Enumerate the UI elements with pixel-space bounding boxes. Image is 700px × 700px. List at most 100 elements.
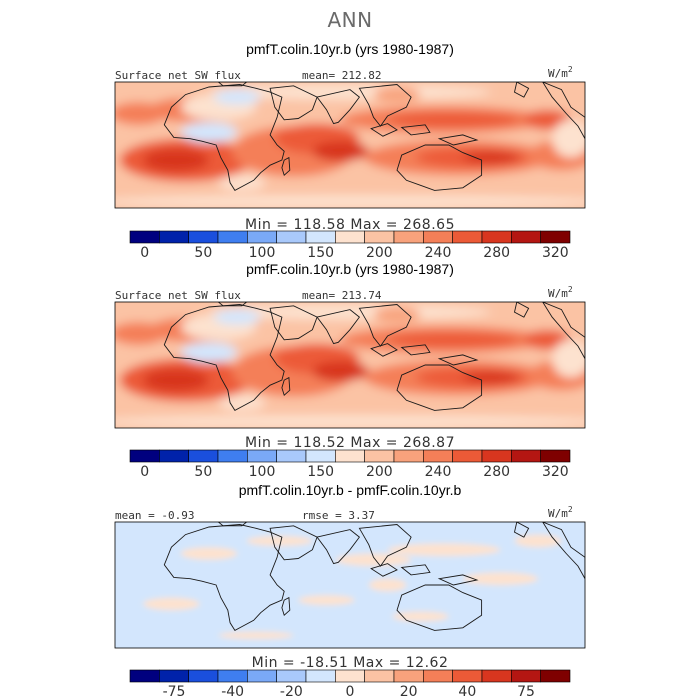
colorbar-swatch	[276, 669, 307, 683]
colorbar-tick-label: 280	[483, 464, 510, 480]
colorbar-swatch	[188, 230, 219, 244]
coastline	[400, 564, 431, 576]
field-region	[552, 339, 585, 378]
coastline	[542, 82, 585, 140]
colorbar-tick-label: 320	[542, 245, 569, 261]
colorbar-swatch	[247, 449, 277, 463]
colorbar-swatch	[247, 230, 277, 244]
coastline	[437, 354, 479, 366]
colorbar-swatch	[423, 669, 453, 683]
colorbar-swatch	[335, 230, 365, 244]
panel-title: pmfT.colin.10yr.b - pmfF.colin.10yr.b	[239, 482, 462, 498]
colorbar-swatch	[305, 230, 336, 244]
panel-title: pmfT.colin.10yr.b (yrs 1980-1987)	[246, 41, 454, 57]
colorbar-swatch	[511, 449, 541, 463]
colorbar-swatch	[188, 669, 219, 683]
field-region	[180, 122, 238, 143]
colorbar-swatch	[129, 230, 160, 244]
field-region	[213, 89, 261, 105]
field-region	[143, 597, 200, 611]
units-label: W/m2	[548, 505, 573, 520]
field-region	[462, 572, 538, 585]
coastlines	[163, 302, 585, 411]
coastline	[358, 524, 412, 567]
colorbar-tick-label: 150	[307, 245, 334, 261]
map-frame	[114, 81, 586, 209]
colorbar-tick-label: 40	[458, 684, 476, 700]
field-region	[218, 631, 294, 640]
coastline	[316, 309, 361, 345]
colorbar-swatch	[481, 669, 512, 683]
colorbar-swatch	[217, 449, 248, 463]
colorbar-swatch	[540, 669, 571, 683]
stat-left: Surface net SW flux	[115, 289, 241, 302]
coastlines	[163, 522, 585, 631]
field-region	[552, 119, 585, 158]
colorbar-tick-label: -20	[280, 684, 303, 700]
field-region	[514, 534, 562, 548]
colorbar-swatch	[335, 449, 365, 463]
field-region	[115, 195, 585, 208]
field-region	[218, 175, 266, 191]
coastline	[437, 574, 479, 586]
colorbar-tick-label: 200	[366, 245, 393, 261]
colorbar-swatch	[159, 230, 189, 244]
colorbar-swatch	[305, 669, 336, 683]
field-contours	[115, 522, 585, 648]
field-region	[462, 371, 520, 384]
colorbar-swatch	[511, 230, 541, 244]
colorbar-swatch	[452, 449, 483, 463]
coastline	[217, 302, 248, 307]
coastline	[217, 522, 248, 527]
colorbar-tick-label: 0	[140, 245, 149, 261]
field-region	[115, 415, 585, 428]
colorbar-swatch	[217, 669, 248, 683]
colorbar-tick-label: -75	[163, 684, 186, 700]
map-frame	[114, 521, 586, 649]
colorbar-swatch	[364, 449, 395, 463]
coastline	[281, 596, 291, 617]
field-region	[373, 87, 421, 103]
coastline	[400, 344, 431, 356]
field-region	[180, 342, 238, 363]
coastline	[281, 156, 291, 177]
colorbar-swatch	[305, 449, 336, 463]
colorbar-swatch	[393, 449, 424, 463]
stat-left: Surface net SW flux	[115, 69, 241, 82]
coastline	[513, 82, 530, 98]
colorbar-swatch	[481, 230, 512, 244]
colorbar: 0 50 100 150 200 240 280 320	[129, 449, 571, 480]
colorbar-swatch	[217, 230, 248, 244]
panel-1: pmfT.colin.10yr.b (yrs 1980-1987) Surface…	[114, 41, 586, 261]
colorbar-swatch	[393, 669, 424, 683]
colorbar-swatch	[276, 230, 307, 244]
panel-3: pmfT.colin.10yr.b - pmfF.colin.10yr.b mea…	[114, 482, 586, 700]
field-region	[115, 102, 167, 125]
colorbar-tick-label: 320	[542, 464, 569, 480]
field-region	[246, 535, 313, 546]
colorbar-swatch	[159, 449, 189, 463]
panel-2: pmfF.colin.10yr.b (yrs 1980-1987) Surface…	[114, 261, 586, 480]
colorbar-tick-label: 0	[140, 464, 149, 480]
field-region	[373, 307, 421, 323]
field-region	[462, 151, 520, 164]
stat-left: mean = -0.93	[115, 509, 194, 522]
colorbar-swatch	[481, 449, 512, 463]
colorbar: -75 -40 -20 0 20 40 75	[129, 669, 571, 700]
field-region	[368, 578, 407, 592]
coastline	[358, 304, 412, 347]
field-region	[387, 332, 520, 348]
map-field	[115, 82, 585, 208]
colorbar-swatch	[511, 669, 541, 683]
min-max-label: Min = 118.52 Max = 268.87	[245, 435, 455, 451]
coastline	[163, 524, 285, 631]
colorbar-tick-label: 100	[249, 245, 276, 261]
colorbar-tick-label: -40	[221, 684, 244, 700]
field-region	[312, 361, 369, 382]
coastline	[163, 84, 285, 191]
coastline	[269, 525, 318, 561]
colorbar-swatch	[129, 669, 160, 683]
colorbar-swatch	[393, 230, 424, 244]
field-region	[312, 141, 369, 162]
colorbar-swatch	[364, 669, 395, 683]
